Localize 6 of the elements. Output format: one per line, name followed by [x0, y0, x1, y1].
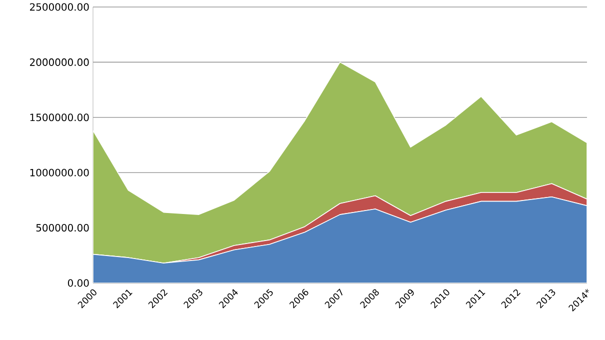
y-tick-label: 1500000.00 [30, 114, 89, 122]
y-tick-label: 2000000.00 [30, 58, 89, 66]
y-tick-label: 2500000.00 [30, 3, 89, 11]
y-tick-label: 0.00 [68, 279, 89, 287]
y-tick-label: 1000000.00 [30, 168, 89, 176]
y-tick-label: 500000.00 [36, 224, 89, 232]
